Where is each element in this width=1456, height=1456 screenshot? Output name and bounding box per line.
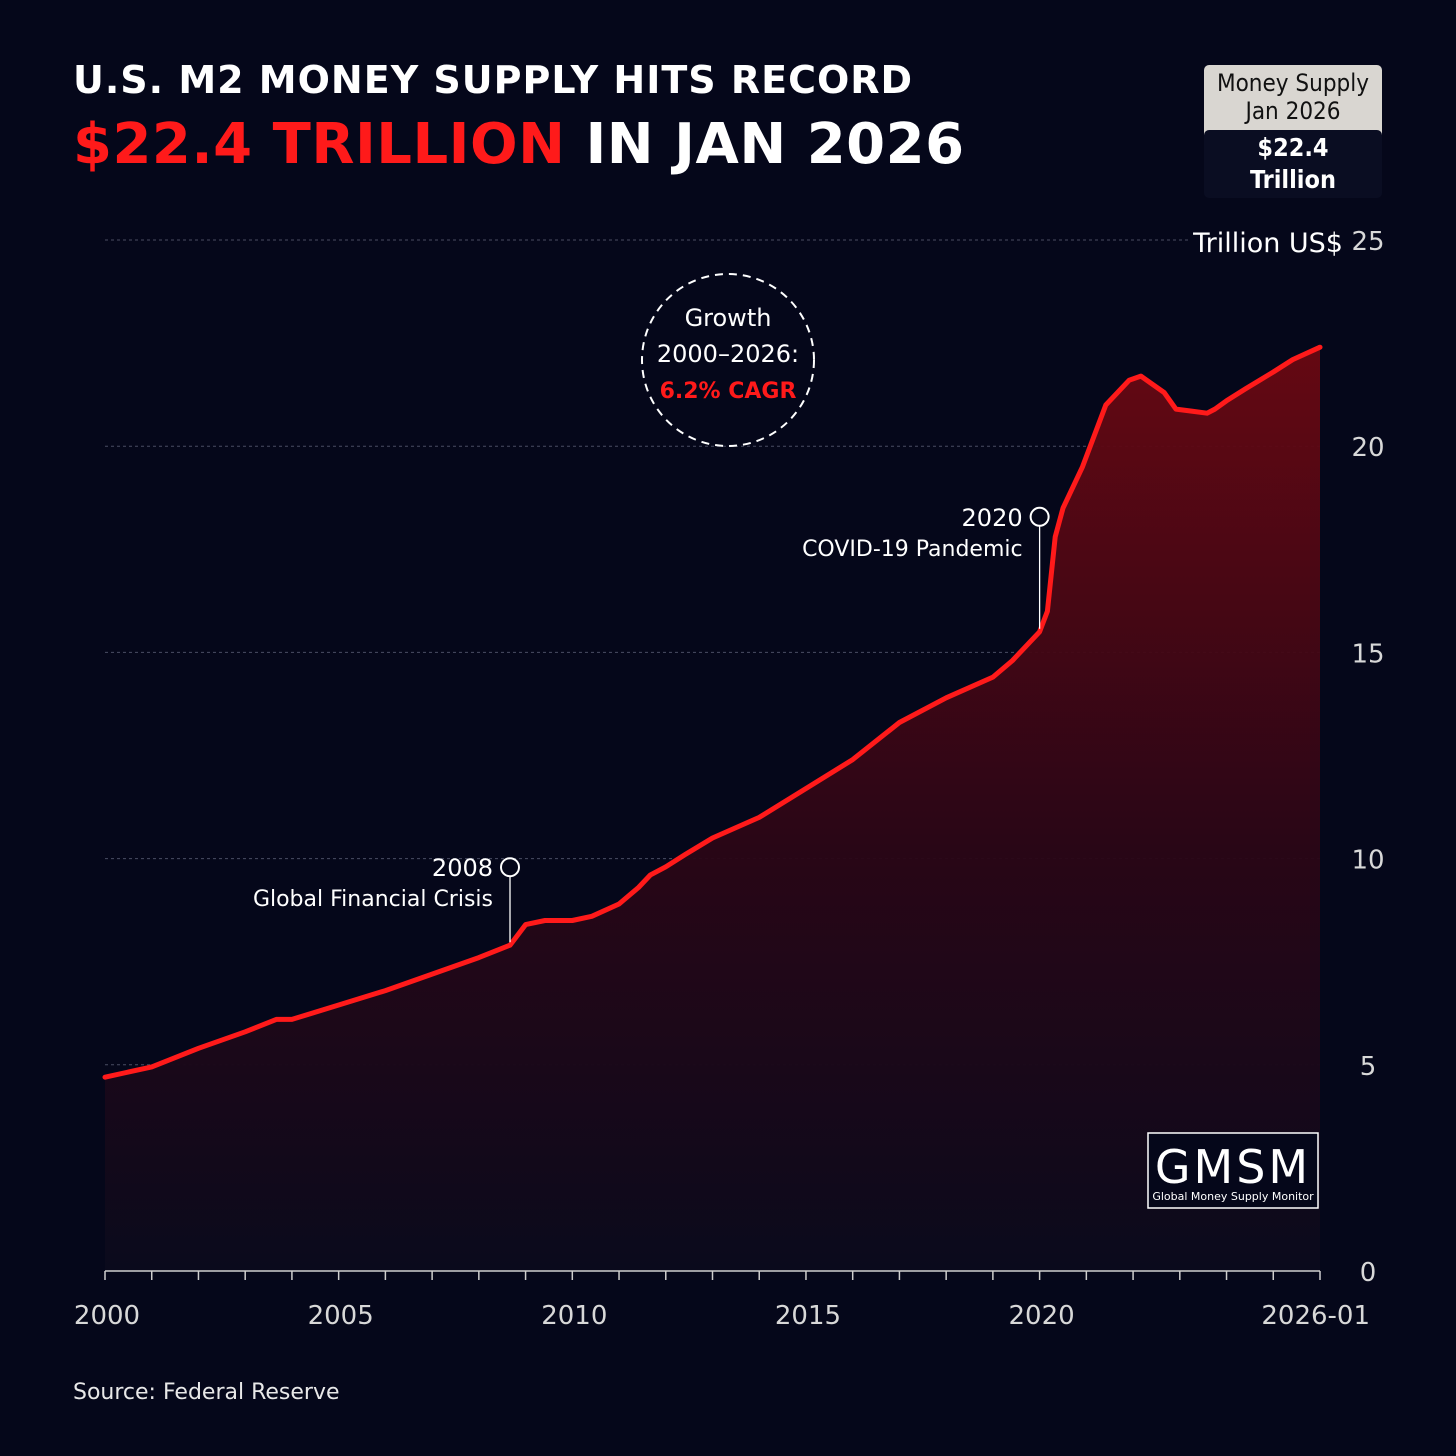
m2-series-line — [102, 344, 1323, 1080]
title-line1: U.S. M2 MONEY SUPPLY HITS RECORD — [73, 58, 914, 102]
x-tick-label: 2000 — [74, 1301, 140, 1331]
summary-badge: Money Supply Jan 2026 $22.4 Trillion — [1204, 65, 1382, 198]
area-fill — [105, 347, 1320, 1271]
y-tick-label: 5 — [1360, 1052, 1377, 1082]
annotation-year: 2008 — [432, 854, 493, 882]
logo-subtitle: Global Money Supply Monitor — [1152, 1190, 1314, 1203]
growth-note-line2: 2000–2026: — [657, 340, 799, 368]
badge-date: Jan 2026 — [1245, 97, 1341, 125]
x-tick-label: 2005 — [308, 1301, 374, 1331]
x-axis: 2000 2005 2010 2015 2020 2026-01 — [74, 1270, 1370, 1331]
growth-note: Growth 2000–2026: 6.2% CAGR — [641, 273, 815, 447]
annotations: 2008 Global Financial Crisis 2020 COVID-19 … — [253, 504, 1050, 943]
title-accent: $22.4 TRILLION — [73, 112, 566, 177]
title-line2: $22.4 TRILLION IN JAN 2026 — [73, 112, 965, 177]
growth-note-line1: Growth — [685, 304, 772, 332]
x-tick-label: 2020 — [1009, 1301, 1075, 1331]
x-tick-label: 2015 — [775, 1301, 841, 1331]
annotation-text: Global Financial Crisis — [253, 887, 493, 912]
logo-name: GMSM — [1155, 1140, 1311, 1194]
badge-label: Money Supply — [1216, 69, 1370, 97]
y-tick-label: 25 — [1351, 227, 1384, 257]
annotation-year: 2020 — [962, 504, 1023, 532]
y-tick-label: 15 — [1351, 639, 1384, 669]
y-tick-label: 0 — [1360, 1258, 1377, 1288]
gmsm-logo: GMSM Global Money Supply Monitor — [1147, 1132, 1319, 1209]
annotation-marker — [500, 857, 520, 878]
y-tick-label: 20 — [1351, 433, 1384, 463]
annotation-text: COVID-19 Pandemic — [802, 537, 1023, 562]
x-tick-label: 2026-01 — [1261, 1301, 1370, 1331]
y-tick-label: 10 — [1351, 846, 1384, 876]
annotation-marker — [1029, 506, 1050, 527]
y-axis: 0 5 10 15 20 25 — [1351, 227, 1384, 1288]
y-axis-unit-label: Trillion US$ — [1192, 228, 1343, 259]
title-rest: IN JAN 2026 — [565, 112, 965, 177]
source-note: Source: Federal Reserve — [73, 1380, 340, 1405]
growth-note-cagr: 6.2% CAGR — [660, 379, 797, 404]
x-tick-label: 2010 — [541, 1301, 607, 1331]
badge-value: $22.4 Trillion — [1204, 130, 1382, 198]
